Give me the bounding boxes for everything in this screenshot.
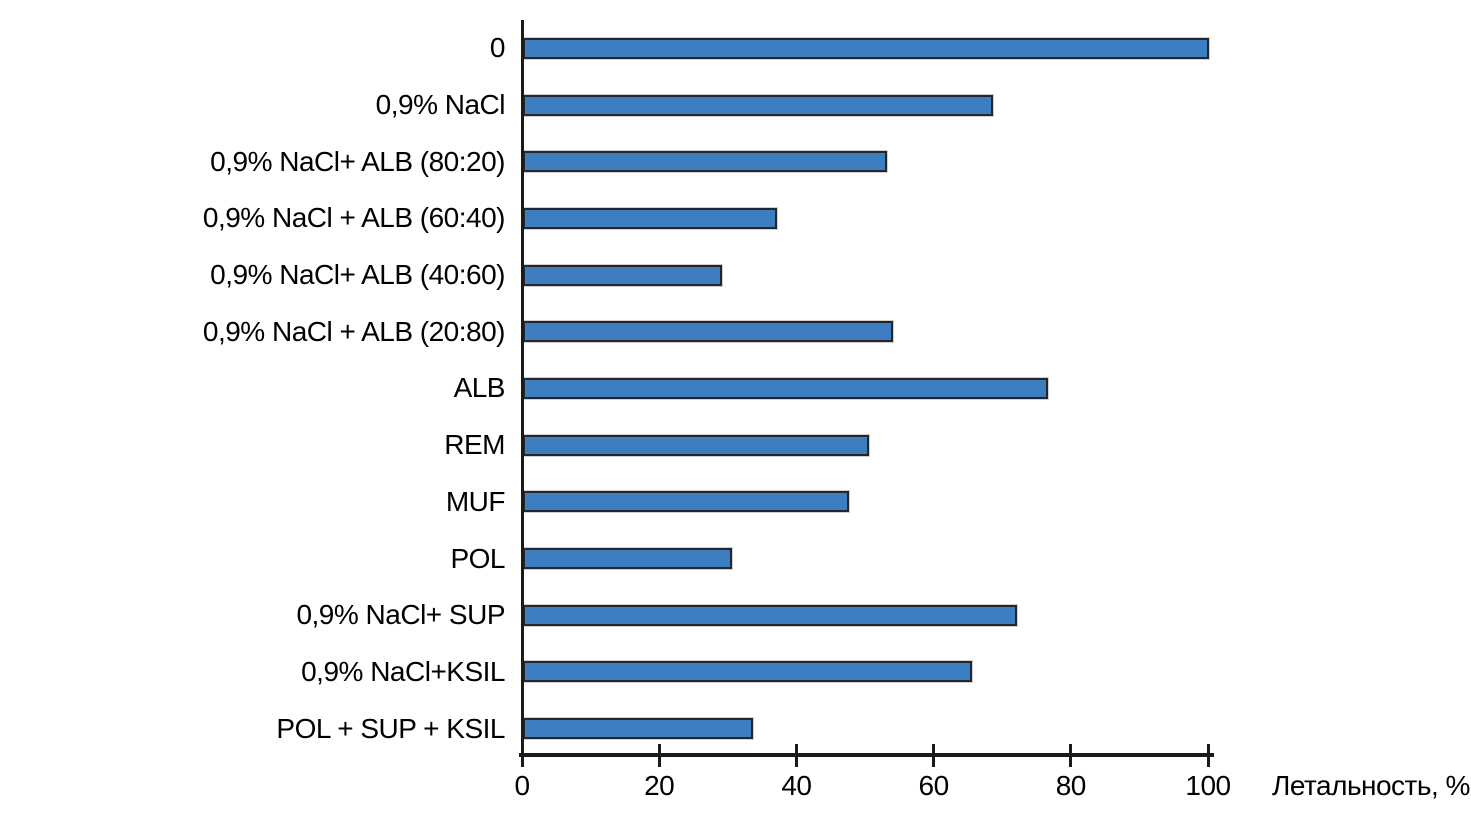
chart-row: MUF — [0, 474, 1220, 531]
x-axis-line — [519, 753, 1214, 757]
x-axis-tick — [520, 744, 524, 767]
x-axis-tick-label: 100 — [1185, 770, 1231, 801]
category-label: 0,9% NaCl + ALB (20:80) — [202, 315, 506, 347]
chart-row: 0,9% NaCl+ ALB (40:60) — [0, 247, 1220, 304]
chart-row: 0,9% NaCl + ALB (20:80) — [0, 303, 1220, 360]
category-label: ALB — [453, 372, 506, 404]
category-label: 0 — [489, 32, 506, 64]
x-axis-tick — [657, 744, 661, 767]
bar-rows: 0 0,9% NaCl 0,9% NaCl+ ALB (80:20) 0,9% NaC… — [0, 20, 1220, 757]
category-label: POL — [450, 542, 505, 574]
bar — [523, 491, 849, 513]
category-label: REM — [444, 429, 505, 461]
chart-row: ALB — [0, 360, 1220, 417]
category-label: 0,9% NaCl+ SUP — [296, 599, 505, 631]
category-label: MUF — [445, 485, 506, 517]
x-axis-tick — [932, 744, 936, 767]
chart-row: 0 — [0, 20, 1220, 77]
bar — [523, 434, 870, 456]
x-axis-tick-label: 60 — [918, 770, 950, 801]
x-axis-tick — [1069, 744, 1073, 767]
chart-row: 0,9% NaCl — [0, 77, 1220, 134]
bar — [523, 264, 722, 286]
bar — [523, 37, 1209, 59]
category-label: POL + SUP + KSIL — [276, 712, 505, 744]
bar — [523, 661, 973, 683]
category-label: 0,9% NaCl+ ALB (40:60) — [210, 259, 505, 291]
chart-row: 0,9% NaCl+ ALB (80:20) — [0, 133, 1220, 190]
chart-row: REM — [0, 417, 1220, 474]
bar — [523, 604, 1017, 626]
category-label: 0,9% NaCl — [375, 89, 506, 121]
bar — [523, 548, 733, 570]
chart-row: POL + SUP + KSIL — [0, 700, 1220, 757]
category-label: 0,9% NaCl + ALB (60:40) — [202, 202, 506, 234]
bar — [523, 151, 887, 173]
x-axis-tick — [794, 744, 798, 767]
bar — [523, 718, 753, 740]
x-axis-tick-label: 80 — [1055, 770, 1087, 801]
x-axis-title: Летальность, % — [1272, 770, 1470, 801]
x-axis-tick-label: 20 — [644, 770, 675, 801]
chart-row: 0,9% NaCl+KSIL — [0, 644, 1220, 701]
bar — [523, 321, 894, 343]
bar — [523, 94, 993, 116]
x-axis-tick-label: 0 — [514, 770, 530, 801]
chart-row: 0,9% NaCl+ SUP — [0, 587, 1220, 644]
x-axis-tick-label: 40 — [781, 770, 812, 801]
y-axis-line — [521, 20, 524, 757]
bar — [523, 377, 1048, 399]
category-label: 0,9% NaCl+ ALB (80:20) — [210, 145, 505, 177]
category-label: 0,9% NaCl+KSIL — [301, 655, 505, 687]
x-axis-tick — [1206, 744, 1210, 767]
chart-row: 0,9% NaCl + ALB (60:40) — [0, 190, 1220, 247]
bar — [523, 207, 777, 229]
chart-row: POL — [0, 530, 1220, 587]
